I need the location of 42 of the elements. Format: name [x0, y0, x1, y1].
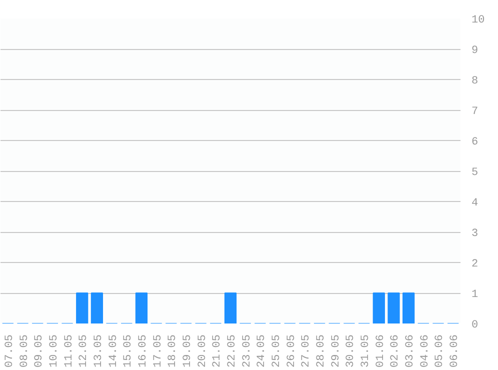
y-tick-label: 4: [472, 198, 478, 210]
x-tick-label: 05.06: [434, 334, 446, 368]
x-tick-label: 17.05: [152, 334, 164, 368]
x-tick-label: 26.05: [286, 334, 298, 368]
x-tick-label: 19.05: [182, 334, 194, 368]
x-tick-label: 04.06: [419, 334, 432, 368]
y-tick-label: 2: [472, 258, 478, 270]
x-tick-label: 03.06: [404, 334, 417, 368]
x-tick-label: 06.06: [449, 334, 462, 368]
x-tick-label: 13.05: [92, 334, 105, 368]
x-tick-label: 23.05: [241, 334, 254, 368]
x-tick-label: 07.05: [4, 334, 16, 368]
x-tick-label: 02.06: [390, 334, 402, 368]
x-tick-label: 16.05: [137, 334, 150, 368]
x-tick-label: 29.05: [330, 334, 342, 368]
x-tick-label: 27.05: [300, 334, 313, 368]
x-tick-label: 09.05: [34, 334, 46, 368]
y-tick-label: 8: [472, 76, 478, 88]
x-tick-label: 28.05: [316, 334, 328, 368]
y-tick-label: 3: [472, 228, 478, 240]
x-tick-label: 20.05: [196, 334, 209, 368]
y-tick-label: 10: [472, 14, 485, 26]
y-tick-label: 0: [472, 320, 478, 332]
y-tick-label: 9: [472, 45, 478, 57]
x-tick-label: 11.05: [63, 334, 76, 368]
y-tick-label: 5: [472, 167, 478, 179]
x-tick-label: 08.05: [18, 334, 31, 368]
x-tick-label: 12.05: [78, 334, 90, 368]
x-tick-label: 21.05: [212, 334, 224, 368]
x-tick-label: 14.05: [108, 334, 120, 368]
x-tick-label: 15.05: [122, 334, 135, 368]
x-tick-label: 01.06: [374, 334, 387, 368]
y-tick-label: 7: [472, 106, 478, 118]
x-tick-label: 24.05: [256, 334, 268, 368]
x-tick-label: 30.05: [345, 334, 358, 368]
x-tick-label: 10.05: [48, 334, 60, 368]
x-tick-label: 22.05: [226, 334, 238, 368]
y-tick-label: 1: [472, 289, 478, 301]
x-tick-label: 31.05: [360, 334, 372, 368]
x-tick-label: 18.05: [167, 334, 180, 368]
x-tick-label: 25.05: [271, 334, 284, 368]
y-tick-label: 6: [472, 136, 478, 148]
